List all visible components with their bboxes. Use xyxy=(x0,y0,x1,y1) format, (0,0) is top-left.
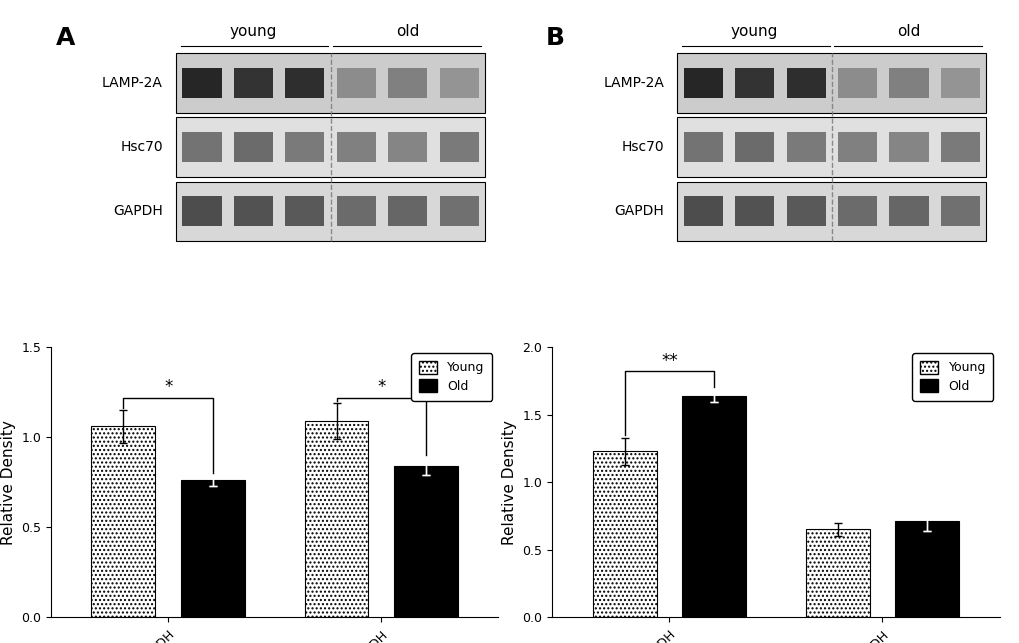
Bar xyxy=(285,132,324,162)
Bar xyxy=(176,181,485,241)
Bar xyxy=(677,117,985,177)
Bar xyxy=(336,68,376,98)
Bar xyxy=(786,197,824,226)
Text: A: A xyxy=(56,26,75,50)
Bar xyxy=(735,132,773,162)
Bar xyxy=(889,132,927,162)
Text: GAPDH: GAPDH xyxy=(113,204,163,219)
Bar xyxy=(940,132,979,162)
Bar xyxy=(592,451,656,617)
Bar xyxy=(182,68,221,98)
Text: young: young xyxy=(229,24,277,39)
Bar xyxy=(682,395,745,617)
Bar xyxy=(233,197,273,226)
Bar xyxy=(285,197,324,226)
Text: *: * xyxy=(164,378,172,396)
Text: *: * xyxy=(377,378,385,396)
Bar xyxy=(336,132,376,162)
Bar xyxy=(439,132,478,162)
Bar xyxy=(677,181,985,241)
Bar xyxy=(940,197,979,226)
Bar xyxy=(838,132,876,162)
Text: GAPDH: GAPDH xyxy=(613,204,663,219)
Bar xyxy=(786,68,824,98)
Bar xyxy=(735,197,773,226)
Legend: Young, Old: Young, Old xyxy=(411,354,492,401)
Bar xyxy=(895,521,958,617)
Bar xyxy=(439,197,478,226)
Bar xyxy=(889,68,927,98)
Bar xyxy=(388,197,427,226)
Text: LAMP-2A: LAMP-2A xyxy=(602,76,663,90)
Legend: Young, Old: Young, Old xyxy=(911,354,993,401)
Bar xyxy=(388,132,427,162)
Bar xyxy=(786,132,824,162)
Bar xyxy=(889,197,927,226)
Bar xyxy=(677,53,985,113)
Text: **: ** xyxy=(660,352,677,370)
Bar xyxy=(182,197,221,226)
Bar xyxy=(176,117,485,177)
Bar xyxy=(683,197,722,226)
Bar xyxy=(182,132,221,162)
Bar xyxy=(388,68,427,98)
Text: young: young xyxy=(731,24,777,39)
Text: B: B xyxy=(545,26,565,50)
Bar xyxy=(683,132,722,162)
Bar xyxy=(180,480,245,617)
Text: LAMP-2A: LAMP-2A xyxy=(102,76,163,90)
Bar xyxy=(393,466,458,617)
Bar xyxy=(233,68,273,98)
Bar xyxy=(805,529,869,617)
Bar xyxy=(92,426,155,617)
Bar xyxy=(285,68,324,98)
Bar xyxy=(233,132,273,162)
Bar xyxy=(683,68,722,98)
Y-axis label: Relative Density: Relative Density xyxy=(1,420,15,545)
Bar xyxy=(940,68,979,98)
Bar xyxy=(735,68,773,98)
Bar xyxy=(305,421,368,617)
Bar xyxy=(176,53,485,113)
Text: old: old xyxy=(395,24,419,39)
Bar xyxy=(336,197,376,226)
Bar xyxy=(838,197,876,226)
Text: Hsc70: Hsc70 xyxy=(621,140,663,154)
Y-axis label: Relative Density: Relative Density xyxy=(501,420,517,545)
Bar xyxy=(838,68,876,98)
Text: Hsc70: Hsc70 xyxy=(120,140,163,154)
Text: old: old xyxy=(897,24,920,39)
Bar xyxy=(439,68,478,98)
